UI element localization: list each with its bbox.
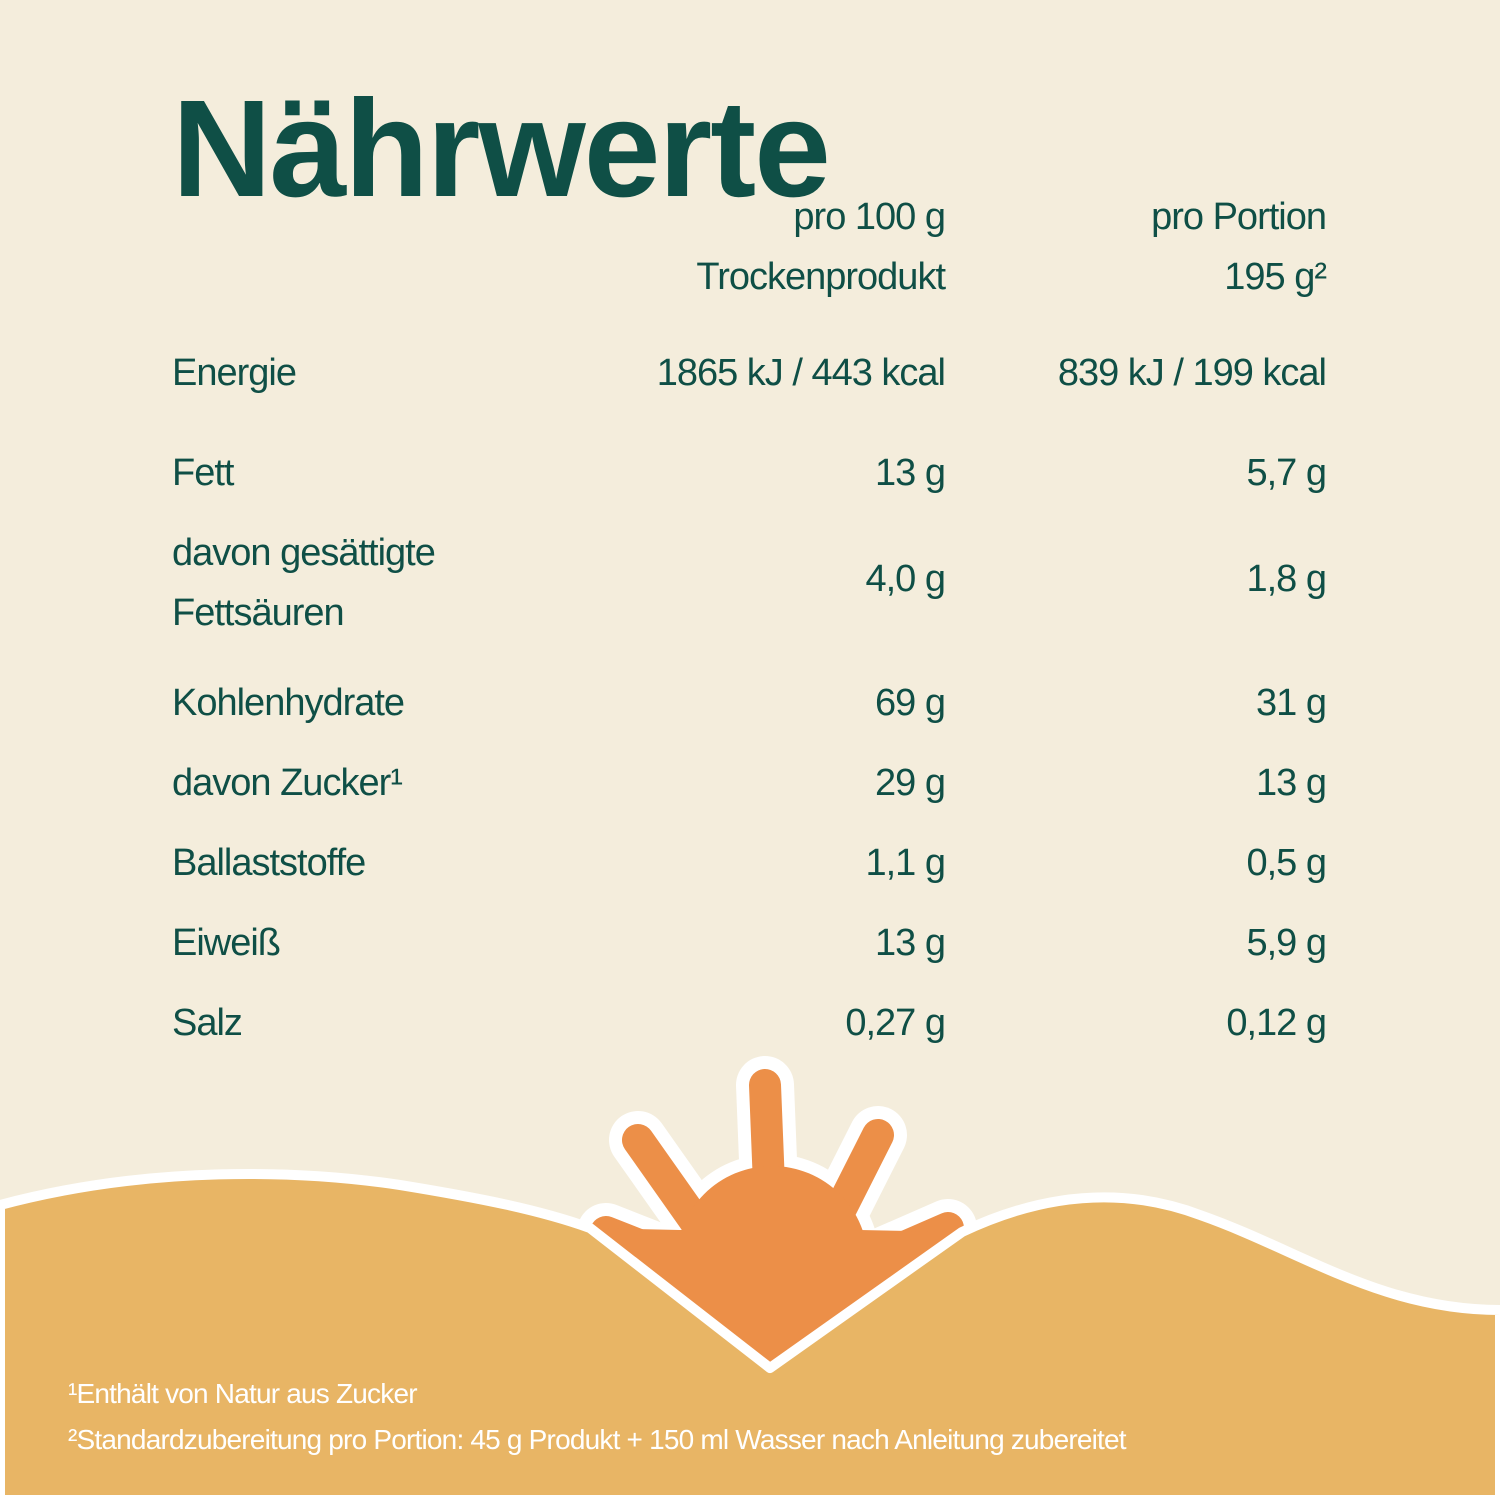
row-label: davon gesättigte [172, 532, 436, 574]
col1-header-line2: Trockenprodukt [696, 256, 946, 298]
row-label: Energie [172, 352, 297, 394]
col2-header-line2: 195 g² [1224, 256, 1327, 298]
row-value-portion: 1,8 g [1246, 558, 1327, 600]
row-value-portion: 31 g [1256, 682, 1327, 724]
row-value-per100: 0,27 g [845, 1002, 946, 1044]
col1-header-line1: pro 100 g [793, 196, 946, 238]
row-value-per100: 1,1 g [865, 842, 946, 884]
sand-hill [0, 1168, 1500, 1500]
row-value-portion: 0,12 g [1226, 1002, 1327, 1044]
row-value-per100: 13 g [875, 922, 946, 964]
row-value-portion: 839 kJ / 199 kcal [1057, 352, 1327, 394]
row-value-portion: 0,5 g [1246, 842, 1327, 884]
row-value-per100: 29 g [875, 762, 946, 804]
row-value-per100: 69 g [875, 682, 946, 724]
col2-header-line1: pro Portion [1151, 196, 1327, 238]
row-value-per100: 1865 kJ / 443 kcal [656, 352, 946, 394]
row-label: Kohlenhydrate [172, 682, 405, 724]
page-title: Nährwerte [172, 72, 831, 226]
row-value-portion: 5,9 g [1246, 922, 1327, 964]
footnote-1: ¹Enthält von Natur aus Zucker [68, 1378, 418, 1409]
sun-icon [577, 1056, 977, 1370]
row-label: Ballaststoffe [172, 842, 366, 884]
row-value-portion: 5,7 g [1246, 452, 1327, 494]
row-label-line2: Fettsäuren [172, 592, 345, 634]
footnote-2: ²Standardzubereitung pro Portion: 45 g P… [68, 1424, 1127, 1455]
row-label: Eiweiß [172, 922, 281, 964]
row-value-portion: 13 g [1256, 762, 1327, 804]
row-label: Fett [172, 452, 234, 494]
row-label: Salz [172, 1002, 243, 1044]
row-value-per100: 13 g [875, 452, 946, 494]
row-label: davon Zucker¹ [172, 762, 403, 804]
row-value-per100: 4,0 g [865, 558, 946, 600]
